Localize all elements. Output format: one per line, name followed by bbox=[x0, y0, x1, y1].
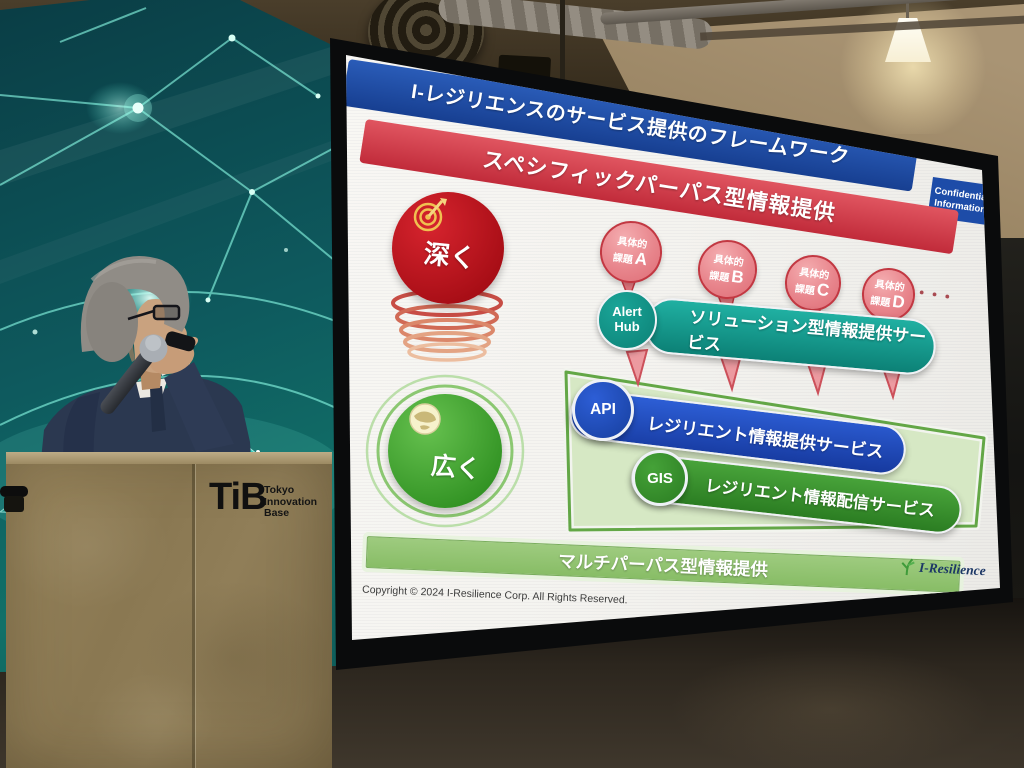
hanging-rod bbox=[560, 0, 565, 100]
target-icon bbox=[413, 198, 447, 232]
podium-top-edge bbox=[6, 452, 332, 464]
down-arrows bbox=[625, 348, 904, 401]
logo-text: I-Resilience bbox=[918, 559, 987, 579]
tib-logo: TiB bbox=[209, 476, 268, 518]
microphone bbox=[100, 334, 168, 414]
globe-icon bbox=[409, 403, 441, 435]
api-badge: API bbox=[572, 379, 634, 441]
tib-logo-text: Tokyo Innovation Base bbox=[264, 484, 318, 520]
presenter-clicker bbox=[165, 331, 196, 352]
lamp-cord bbox=[906, 0, 909, 20]
wide-ripple-rings bbox=[365, 374, 525, 528]
i-resilience-logo: I-Resilience bbox=[901, 558, 987, 580]
floor-light-patch bbox=[640, 620, 1020, 768]
presenter-hair bbox=[80, 256, 190, 352]
cable-clip bbox=[0, 486, 28, 497]
podium-seam bbox=[192, 464, 195, 768]
sprout-icon bbox=[901, 558, 915, 576]
podium: TiB Tokyo Innovation Base bbox=[0, 452, 332, 768]
wide-circle bbox=[388, 394, 502, 508]
alert-hub-badge: Alert Hub bbox=[597, 290, 657, 350]
presenter-glasses bbox=[152, 304, 181, 321]
presenter-tie bbox=[150, 386, 166, 432]
gis-badge: GIS bbox=[632, 450, 688, 506]
deep-circle bbox=[392, 192, 504, 304]
